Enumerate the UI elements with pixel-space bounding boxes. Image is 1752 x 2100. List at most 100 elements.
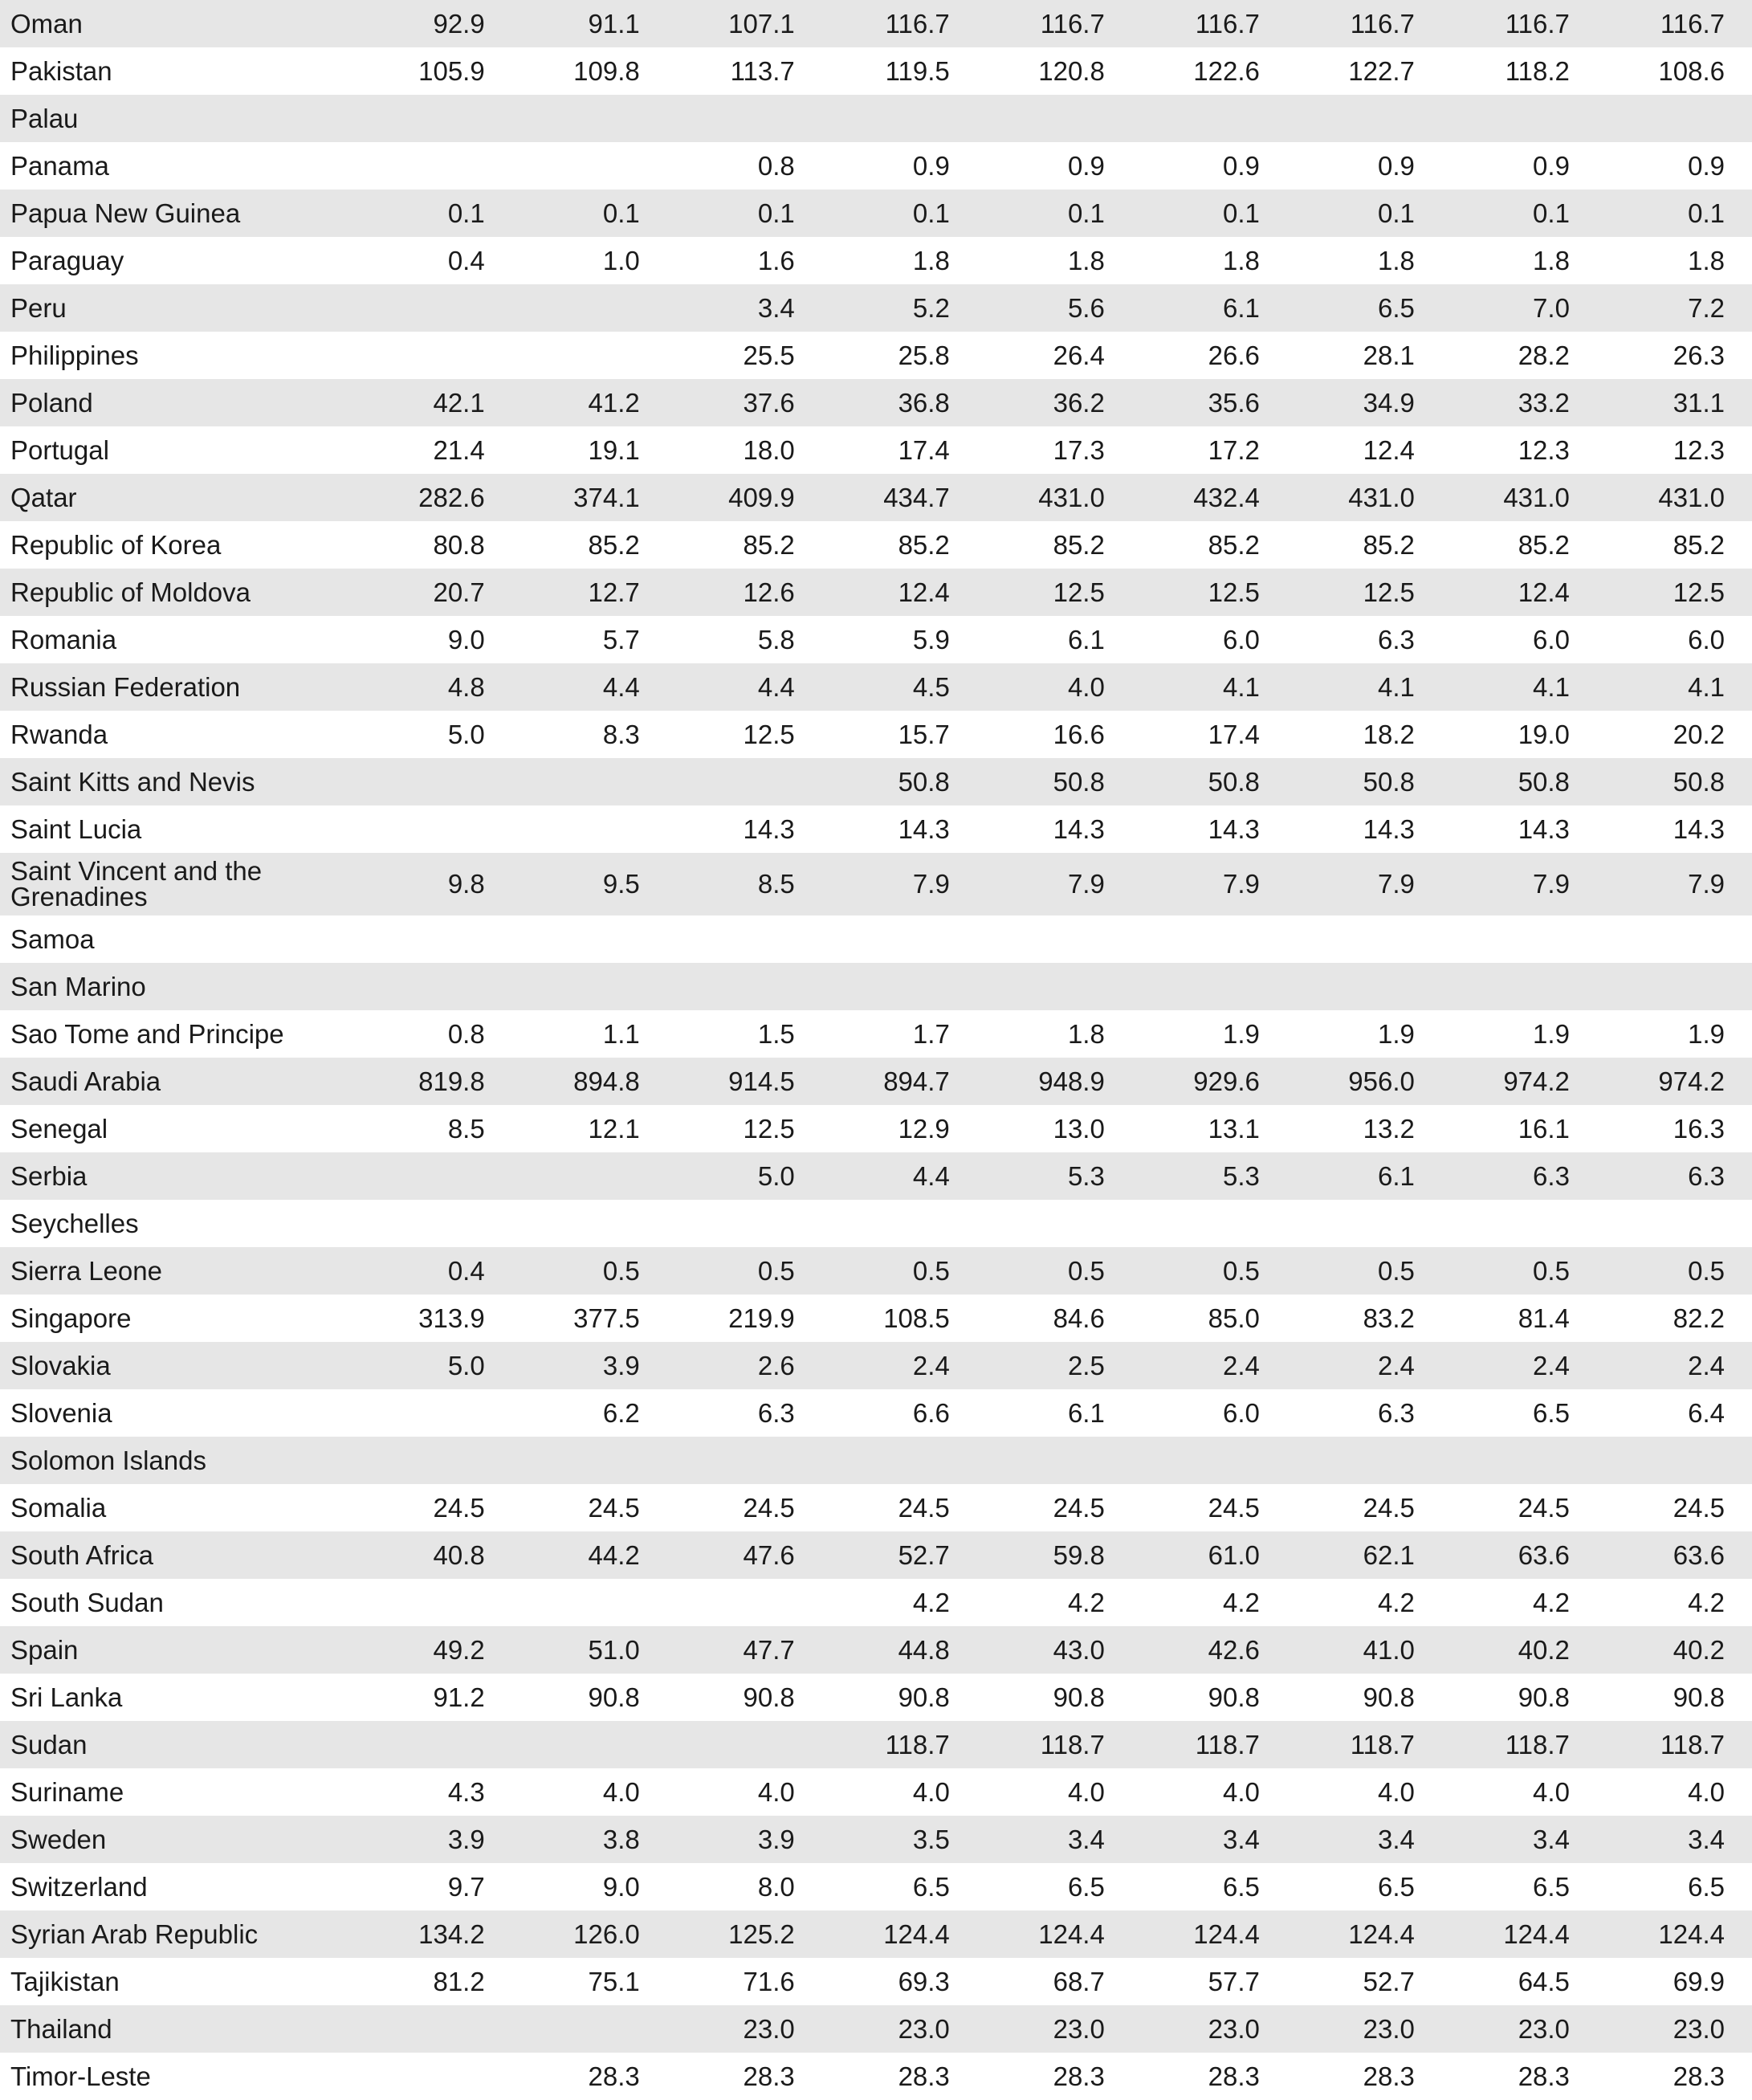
- value-cell: 80.8: [357, 521, 512, 569]
- value-cell: [666, 95, 822, 142]
- table-row: Suriname 4.3 4.0 4.0 4.0 4.0 4.0 4.0 4.0 4.0: [0, 1768, 1752, 1816]
- value-cell: [357, 2005, 512, 2053]
- value-cell: 118.7: [1286, 1721, 1442, 1768]
- value-cell: 23.0: [1441, 2005, 1597, 2053]
- value-cell: 19.1: [511, 426, 667, 474]
- value-cell: 12.3: [1596, 426, 1752, 474]
- value-cell: 24.5: [1596, 1484, 1752, 1531]
- value-cell: 2.4: [821, 1342, 977, 1389]
- value-cell: 4.0: [976, 1768, 1132, 1816]
- value-cell: 85.2: [1286, 521, 1442, 569]
- value-cell: [511, 95, 667, 142]
- value-cell: 6.4: [1596, 1389, 1752, 1437]
- value-cell: 6.3: [666, 1389, 822, 1437]
- value-cell: 13.1: [1131, 1105, 1287, 1152]
- country-name: Pakistan: [0, 47, 357, 95]
- value-cell: 13.2: [1286, 1105, 1442, 1152]
- value-cell: [511, 805, 667, 853]
- value-cell: 42.1: [357, 379, 512, 426]
- value-cell: 90.8: [976, 1674, 1132, 1721]
- country-name: Thailand: [0, 2005, 357, 2053]
- value-cell: 0.5: [976, 1247, 1132, 1295]
- value-cell: 91.1: [511, 0, 667, 47]
- value-cell: 3.5: [821, 1816, 977, 1863]
- value-cell: 17.4: [1131, 711, 1287, 758]
- country-name: Rwanda: [0, 711, 357, 758]
- value-cell: 4.2: [821, 1579, 977, 1626]
- table-row: Somalia 24.5 24.5 24.5 24.5 24.5 24.5 24.5 24.5 2…: [0, 1484, 1752, 1531]
- value-cell: 18.0: [666, 426, 822, 474]
- table-row: Peru 3.4 5.2 5.6 6.1 6.5 7.0 7.2: [0, 284, 1752, 332]
- value-cell: [1131, 915, 1287, 963]
- country-name: Serbia: [0, 1152, 357, 1200]
- value-cell: 2.4: [1596, 1342, 1752, 1389]
- value-cell: 4.1: [1286, 663, 1442, 711]
- value-cell: 5.9: [821, 616, 977, 663]
- table-row: Saudi Arabia 819.8 894.8 914.5 894.7 948.9 929…: [0, 1058, 1752, 1105]
- value-cell: 35.6: [1131, 379, 1287, 426]
- value-cell: 50.8: [1441, 758, 1597, 805]
- value-cell: 14.3: [1441, 805, 1597, 853]
- value-cell: 105.9: [357, 47, 512, 95]
- value-cell: 4.0: [1441, 1768, 1597, 1816]
- value-cell: 124.4: [1286, 1910, 1442, 1958]
- value-cell: 377.5: [511, 1295, 667, 1342]
- value-cell: 4.1: [1441, 663, 1597, 711]
- value-cell: 52.7: [821, 1531, 977, 1579]
- value-cell: [511, 1152, 667, 1200]
- value-cell: 1.9: [1286, 1010, 1442, 1058]
- value-cell: 5.6: [976, 284, 1132, 332]
- value-cell: 7.9: [821, 853, 977, 915]
- value-cell: [1441, 1437, 1597, 1484]
- value-cell: [511, 1437, 667, 1484]
- value-cell: 6.0: [1131, 1389, 1287, 1437]
- country-name: Tajikistan: [0, 1958, 357, 2005]
- value-cell: 0.1: [1286, 190, 1442, 237]
- value-cell: 59.8: [976, 1531, 1132, 1579]
- value-cell: 69.3: [821, 1958, 977, 2005]
- value-cell: 12.7: [511, 569, 667, 616]
- value-cell: [357, 95, 512, 142]
- value-cell: 51.0: [511, 1626, 667, 1674]
- value-cell: 0.4: [357, 1247, 512, 1295]
- value-cell: 28.3: [666, 2053, 822, 2100]
- table-row: Panama 0.8 0.9 0.9 0.9 0.9 0.9 0.9: [0, 142, 1752, 190]
- value-cell: 9.5: [511, 853, 667, 915]
- value-cell: 24.5: [1286, 1484, 1442, 1531]
- value-cell: 1.8: [1286, 237, 1442, 284]
- value-cell: 0.9: [976, 142, 1132, 190]
- value-cell: 25.5: [666, 332, 822, 379]
- table-row: Republic of Moldova 20.7 12.7 12.6 12.4 12.5 1…: [0, 569, 1752, 616]
- value-cell: 49.2: [357, 1626, 512, 1674]
- value-cell: 5.7: [511, 616, 667, 663]
- value-cell: 0.9: [1441, 142, 1597, 190]
- value-cell: 434.7: [821, 474, 977, 521]
- country-name: San Marino: [0, 963, 357, 1010]
- value-cell: 12.4: [821, 569, 977, 616]
- value-cell: [1286, 1437, 1442, 1484]
- value-cell: 116.7: [976, 0, 1132, 47]
- value-cell: [357, 284, 512, 332]
- value-cell: 68.7: [976, 1958, 1132, 2005]
- value-cell: 0.5: [1596, 1247, 1752, 1295]
- table-row: South Sudan 4.2 4.2 4.2 4.2 4.2 4.2: [0, 1579, 1752, 1626]
- value-cell: 75.1: [511, 1958, 667, 2005]
- value-cell: 36.2: [976, 379, 1132, 426]
- value-cell: 92.9: [357, 0, 512, 47]
- value-cell: 1.0: [511, 237, 667, 284]
- table-row: Tajikistan 81.2 75.1 71.6 69.3 68.7 57.7 52.7 64…: [0, 1958, 1752, 2005]
- value-cell: 43.0: [976, 1626, 1132, 1674]
- value-cell: 125.2: [666, 1910, 822, 1958]
- value-cell: 23.0: [821, 2005, 977, 2053]
- value-cell: 17.2: [1131, 426, 1287, 474]
- value-cell: 44.8: [821, 1626, 977, 1674]
- table-row: Romania 9.0 5.7 5.8 5.9 6.1 6.0 6.3 6.0 6.0: [0, 616, 1752, 663]
- table-row: Pakistan 105.9 109.8 113.7 119.5 120.8 122.6 12…: [0, 47, 1752, 95]
- value-cell: 5.0: [357, 711, 512, 758]
- value-cell: 126.0: [511, 1910, 667, 1958]
- value-cell: [511, 142, 667, 190]
- value-cell: 3.9: [357, 1816, 512, 1863]
- value-cell: 6.5: [1441, 1389, 1597, 1437]
- table-row: Timor-Leste 28.3 28.3 28.3 28.3 28.3 28.3 28.3 2…: [0, 2053, 1752, 2100]
